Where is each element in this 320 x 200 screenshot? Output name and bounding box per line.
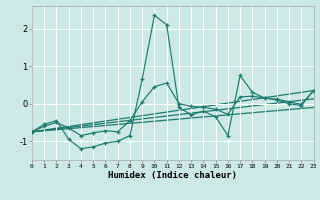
X-axis label: Humidex (Indice chaleur): Humidex (Indice chaleur) [108, 171, 237, 180]
